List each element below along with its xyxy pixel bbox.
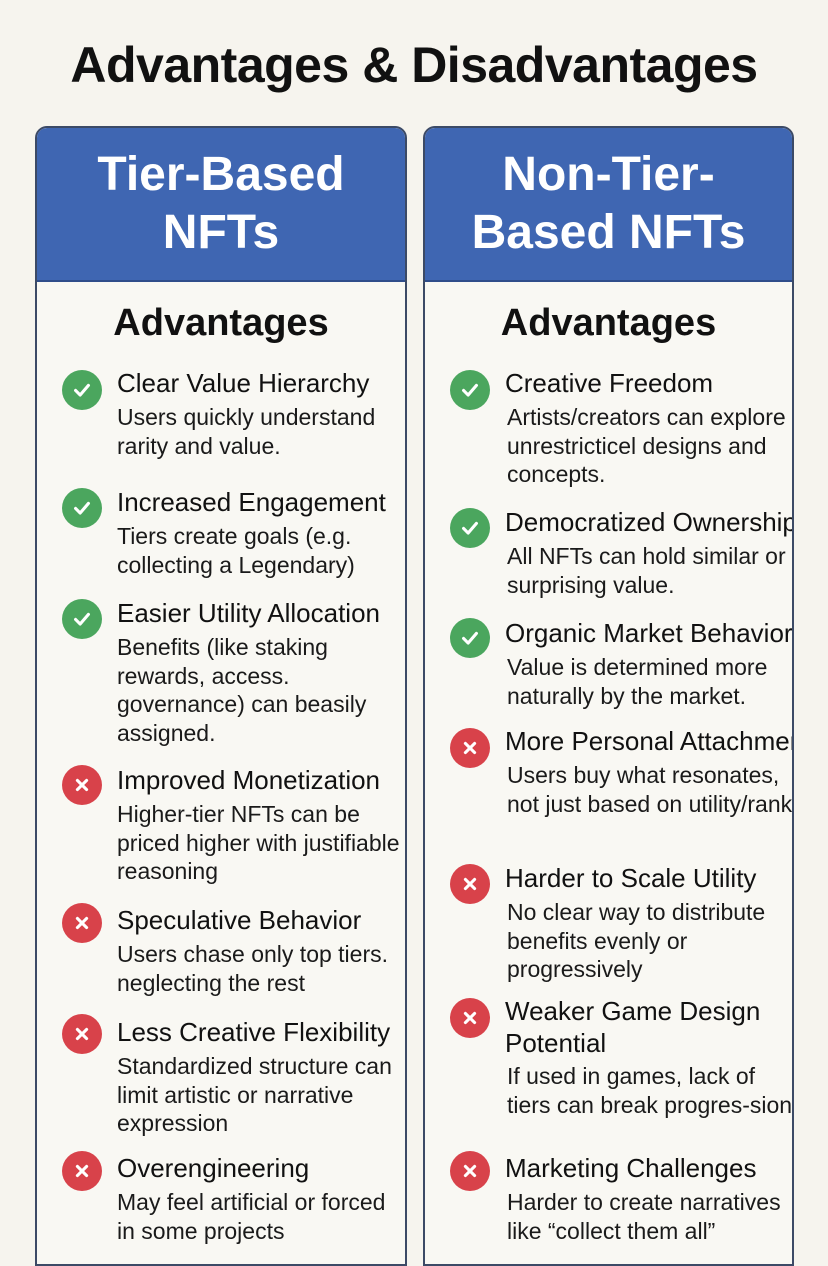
item-description: Higher-tier NFTs can be priced higher wi… (117, 801, 400, 884)
check-icon (62, 370, 102, 410)
check-icon (450, 370, 490, 410)
item-title: Weaker Game Design Potential (505, 996, 761, 1058)
column-title: Non-Tier-Based NFTs (471, 148, 746, 259)
cross-icon (62, 765, 102, 805)
item-description: If used in games, lack of tiers can brea… (507, 1063, 793, 1118)
check-icon (62, 599, 102, 639)
cross-icon (62, 1014, 102, 1054)
item-title: Creative Freedom (505, 368, 714, 398)
section-heading: Advantages (113, 302, 329, 344)
item-description: Users chase only top tiers. neglecting t… (117, 941, 389, 996)
cross-icon (450, 728, 490, 768)
item-title: Harder to Scale Utility (505, 863, 757, 893)
item-description: Artists/creators can explore unrestricti… (507, 404, 786, 487)
item-description: Value is determined more naturally by th… (507, 654, 768, 709)
cross-icon (62, 903, 102, 943)
cross-icon (450, 864, 490, 904)
item-description: All NFTs can hold similar or surprising … (507, 543, 786, 598)
item-title: Organic Market Behavior (505, 618, 793, 648)
item-title: Less Creative Flexibility (117, 1017, 391, 1047)
item-title: Increased Engagement (117, 487, 386, 517)
cross-icon (450, 1151, 490, 1191)
item-description: Benefits (like staking rewards, access. … (117, 634, 367, 746)
check-icon (450, 618, 490, 658)
check-icon (450, 508, 490, 548)
item-description: No clear way to distribute benefits even… (507, 899, 766, 982)
check-icon (62, 488, 102, 528)
item-description: Users quickly understand rarity and valu… (117, 404, 376, 459)
item-description: Users buy what resonates, not just based… (507, 762, 793, 817)
item-title: Easier Utility Allocation (117, 598, 380, 628)
item-description: Tiers create goals (e.g. collecting a Le… (117, 523, 355, 578)
column-header: Non-Tier-Based NFTs (425, 128, 792, 282)
item-title: Overengineering (117, 1153, 310, 1183)
item-title: More Personal Attachment (505, 726, 794, 756)
item-description: Harder to create narratives like “collec… (507, 1189, 781, 1244)
page-title: Advantages & Disadvantages (70, 37, 758, 93)
cross-icon (450, 998, 490, 1038)
tier-based-column: Tier-Based NFTs Advantages Clear Value H… (35, 126, 407, 1266)
item-title: Clear Value Hierarchy (117, 368, 370, 398)
item-description: Standardized structure can limit artisti… (117, 1053, 392, 1136)
item-title: Democratized Ownership (505, 507, 794, 537)
non-tier-based-column: Non-Tier-Based NFTs Advantages Creative … (423, 126, 794, 1266)
item-title: Speculative Behavior (117, 905, 362, 935)
cross-icon (62, 1151, 102, 1191)
section-heading: Advantages (500, 302, 717, 344)
item-description: May feel artificial or forced in some pr… (117, 1189, 386, 1244)
column-title: Tier-Based NFTs (97, 148, 345, 259)
item-title: Marketing Challenges (505, 1153, 757, 1183)
column-header: Tier-Based NFTs (37, 128, 405, 282)
item-title: Improved Monetization (117, 765, 381, 795)
